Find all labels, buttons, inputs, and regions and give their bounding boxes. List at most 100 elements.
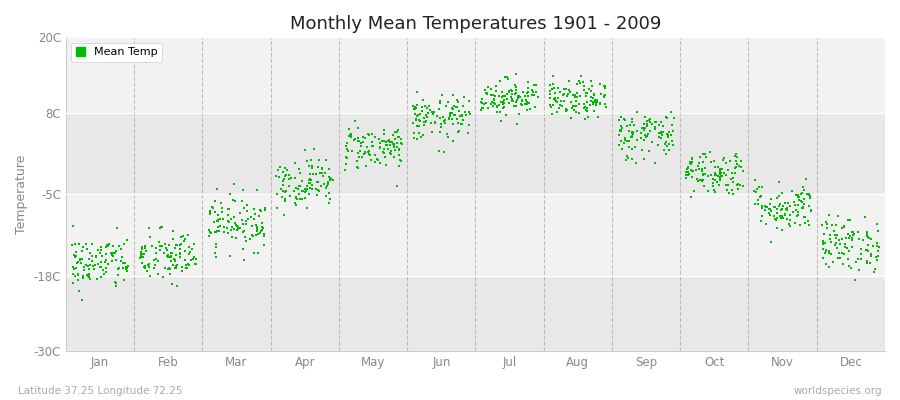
Point bbox=[707, 172, 722, 178]
Point bbox=[770, 206, 785, 212]
Point bbox=[692, 160, 706, 166]
Point bbox=[474, 107, 489, 114]
Point bbox=[410, 123, 425, 129]
Point bbox=[416, 97, 430, 104]
Point bbox=[864, 236, 878, 242]
Point bbox=[543, 102, 557, 108]
Point bbox=[316, 172, 330, 179]
Point bbox=[256, 230, 271, 237]
Point bbox=[783, 217, 797, 223]
Point bbox=[692, 166, 706, 172]
Point bbox=[526, 86, 540, 93]
Point bbox=[295, 187, 310, 194]
Point bbox=[293, 183, 308, 190]
Point bbox=[135, 244, 149, 251]
Point bbox=[415, 108, 429, 114]
Point bbox=[618, 135, 633, 141]
Point bbox=[277, 212, 292, 218]
Point bbox=[148, 249, 163, 256]
Point bbox=[319, 185, 333, 192]
Point bbox=[845, 236, 859, 243]
Point bbox=[818, 240, 832, 246]
Point bbox=[413, 118, 428, 124]
Point bbox=[485, 99, 500, 105]
Point bbox=[587, 108, 601, 114]
Point bbox=[711, 164, 725, 171]
Point bbox=[522, 100, 536, 106]
Point bbox=[828, 242, 842, 248]
Point bbox=[75, 297, 89, 303]
Point bbox=[350, 125, 365, 132]
Point bbox=[289, 194, 303, 201]
Point bbox=[361, 131, 375, 138]
Point bbox=[570, 93, 584, 100]
Point bbox=[326, 177, 340, 183]
Point bbox=[235, 198, 249, 205]
Point bbox=[493, 78, 508, 84]
Point bbox=[826, 258, 841, 265]
Point bbox=[112, 242, 126, 249]
Point bbox=[346, 137, 361, 143]
Point bbox=[803, 194, 817, 201]
Point bbox=[734, 163, 748, 170]
Point bbox=[339, 155, 354, 161]
Point bbox=[113, 258, 128, 264]
Point bbox=[236, 228, 250, 235]
Point bbox=[455, 103, 470, 110]
Point bbox=[138, 264, 152, 271]
Point bbox=[732, 163, 746, 169]
Point bbox=[135, 259, 149, 266]
Point bbox=[680, 166, 694, 172]
Point bbox=[236, 186, 250, 193]
Point bbox=[709, 179, 724, 186]
Point bbox=[165, 250, 179, 256]
Point bbox=[438, 116, 453, 123]
Point bbox=[627, 144, 642, 150]
Point bbox=[203, 208, 218, 214]
Point bbox=[455, 121, 470, 128]
Point bbox=[706, 180, 720, 187]
Point bbox=[721, 167, 735, 174]
Point bbox=[550, 99, 564, 105]
Point bbox=[430, 113, 445, 119]
Point bbox=[797, 186, 812, 193]
Point bbox=[392, 134, 406, 140]
Point bbox=[108, 279, 122, 285]
Point bbox=[528, 104, 543, 110]
Point bbox=[151, 258, 166, 265]
Point bbox=[543, 91, 557, 97]
Point bbox=[80, 272, 94, 279]
Point bbox=[681, 164, 696, 170]
Point bbox=[288, 160, 302, 166]
Point bbox=[257, 233, 272, 239]
Point bbox=[554, 98, 568, 104]
Point bbox=[566, 102, 580, 109]
Point bbox=[221, 206, 236, 212]
Point bbox=[653, 135, 668, 141]
Point bbox=[695, 178, 709, 184]
Point bbox=[667, 115, 681, 122]
Point bbox=[791, 194, 806, 200]
Point bbox=[831, 213, 845, 220]
Point bbox=[706, 187, 721, 193]
Point bbox=[320, 180, 335, 187]
Point bbox=[415, 104, 429, 110]
Point bbox=[149, 245, 164, 252]
Point bbox=[119, 266, 133, 272]
Point bbox=[782, 202, 796, 209]
Point bbox=[783, 212, 797, 218]
Point bbox=[685, 154, 699, 161]
Point bbox=[225, 224, 239, 230]
Point bbox=[320, 183, 335, 189]
Point bbox=[179, 265, 194, 272]
Point bbox=[392, 152, 406, 158]
Point bbox=[770, 195, 784, 201]
Point bbox=[621, 154, 635, 161]
Point bbox=[317, 181, 331, 187]
Point bbox=[683, 161, 698, 168]
Point bbox=[860, 247, 874, 254]
Point bbox=[475, 100, 490, 107]
Point bbox=[408, 105, 422, 112]
Point bbox=[590, 114, 605, 120]
Point bbox=[570, 108, 584, 115]
